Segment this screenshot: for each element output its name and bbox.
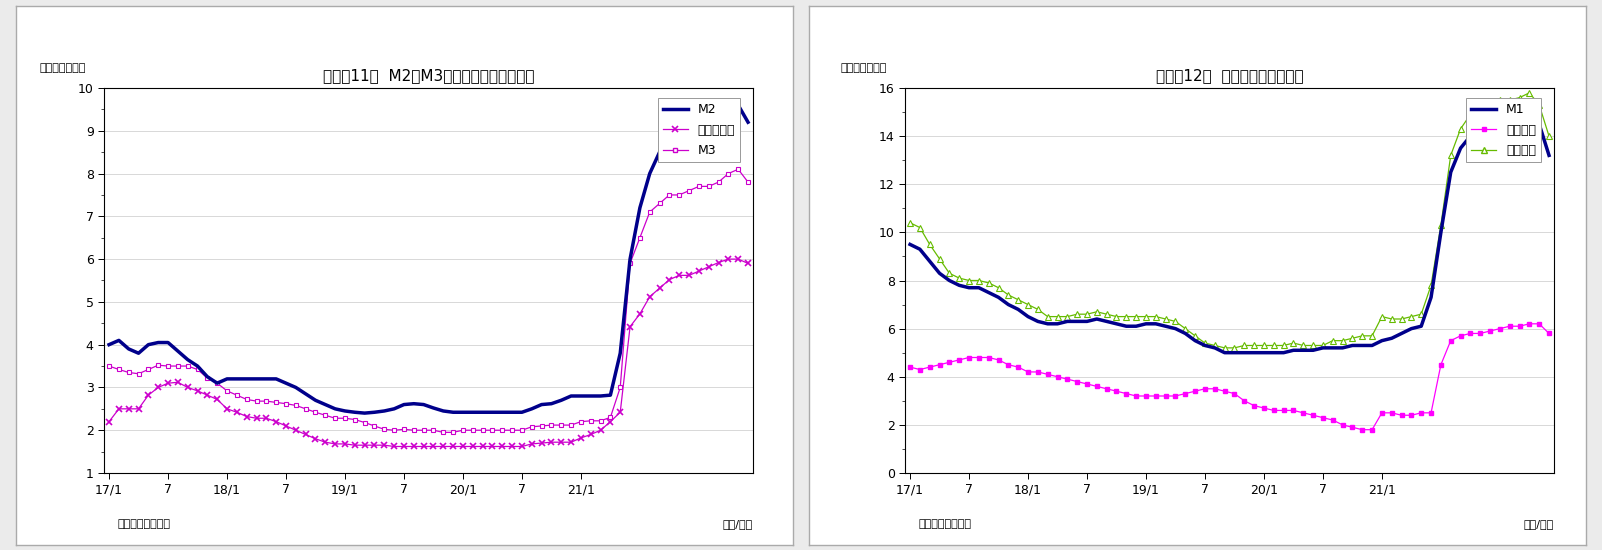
Text: （資料）日本銀行: （資料）日本銀行 bbox=[117, 519, 170, 529]
Text: （年/月）: （年/月） bbox=[1524, 519, 1554, 529]
Text: （前年比、％）: （前年比、％） bbox=[38, 63, 85, 73]
Text: （資料）日本銀行: （資料）日本銀行 bbox=[918, 519, 971, 529]
Text: （年/月）: （年/月） bbox=[723, 519, 753, 529]
Text: （前年比、％）: （前年比、％） bbox=[839, 63, 886, 73]
Title: （図表11）  M2、M3、広義流動性の伸び率: （図表11） M2、M3、広義流動性の伸び率 bbox=[322, 68, 535, 82]
Legend: M2, 広義流動性, M3: M2, 広義流動性, M3 bbox=[658, 98, 740, 162]
Legend: M1, 現金通貨, 領金通貨: M1, 現金通貨, 領金通貨 bbox=[1466, 98, 1541, 162]
Title: （図表12）  現金・領金の伸び率: （図表12） 現金・領金の伸び率 bbox=[1155, 68, 1304, 82]
